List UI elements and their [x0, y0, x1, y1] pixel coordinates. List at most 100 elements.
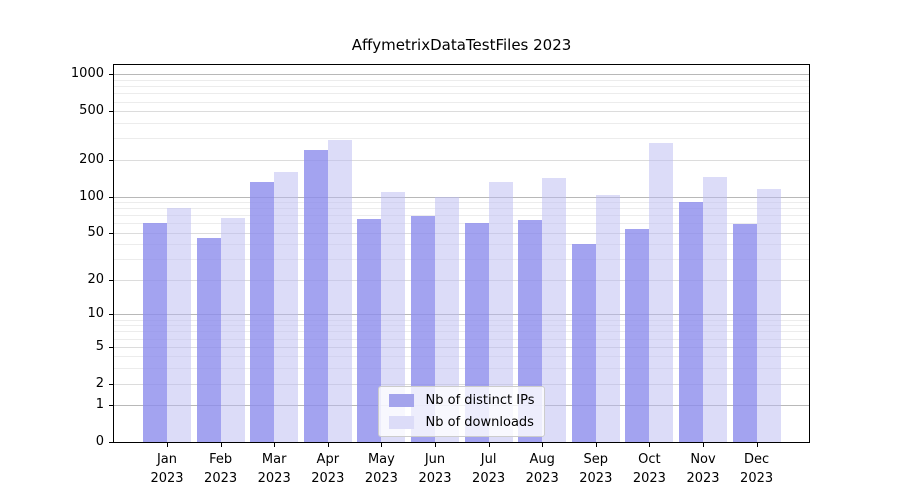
- y-gridline-minor: [114, 93, 809, 95]
- x-tick-month: Nov: [690, 452, 716, 467]
- y-tick-label-10: 10: [87, 306, 104, 322]
- x-tick-label-mar: Mar 2023: [244, 450, 304, 488]
- y-tick-100: [109, 196, 113, 198]
- y-tick-label-200: 200: [79, 151, 104, 167]
- y-gridline-minor: [114, 259, 809, 261]
- y-gridline-50: [114, 232, 809, 234]
- legend-swatch-downloads: [388, 416, 414, 429]
- x-tick-label-aug: Aug 2023: [512, 450, 572, 488]
- x-tick-label-jan: Jan 2023: [137, 450, 197, 488]
- y-tick-label-20: 20: [87, 272, 104, 287]
- x-tick-month: Jul: [480, 452, 497, 467]
- bar-distinct-ips-dec: [732, 224, 757, 442]
- y-gridline-minor: [114, 368, 809, 370]
- y-tick-500: [109, 111, 113, 113]
- x-tick-label-feb: Feb 2023: [191, 450, 251, 488]
- x-tick-year: 2023: [257, 471, 291, 486]
- legend-label-downloads: Nb of downloads: [425, 415, 534, 430]
- x-tick-may: [381, 443, 383, 447]
- y-tick-label-2: 2: [95, 375, 104, 391]
- y-tick-label-50: 50: [87, 224, 104, 240]
- y-gridline-minor: [114, 331, 809, 333]
- bar-distinct-ips-oct: [625, 228, 650, 442]
- y-gridline-minor: [114, 208, 809, 210]
- x-tick-month: May: [367, 452, 395, 467]
- x-tick-jul: [488, 443, 490, 447]
- y-gridline-100: [114, 196, 809, 198]
- x-tick-month: Feb: [209, 452, 233, 467]
- x-tick-month: Apr: [316, 452, 340, 467]
- y-gridline-minor: [114, 86, 809, 88]
- bar-distinct-ips-feb: [196, 238, 221, 442]
- x-tick-month: Mar: [261, 452, 287, 467]
- y-tick-20: [109, 280, 113, 281]
- y-tick-2: [109, 383, 113, 385]
- y-tick-1000: [109, 74, 113, 76]
- y-gridline-minor: [114, 356, 809, 358]
- bar-downloads-oct: [649, 143, 674, 442]
- x-tick-month: Sep: [583, 452, 609, 467]
- x-tick-oct: [649, 443, 651, 447]
- x-tick-month: Aug: [529, 452, 555, 467]
- y-gridline-minor: [114, 319, 809, 321]
- bar-downloads-feb: [220, 218, 245, 442]
- x-tick-feb: [220, 443, 222, 447]
- y-gridline-minor: [114, 138, 809, 140]
- y-tick-10: [109, 314, 113, 316]
- x-tick-label-jun: Jun 2023: [405, 450, 465, 488]
- bar-downloads-mar: [274, 172, 299, 442]
- x-tick-month: Oct: [638, 452, 661, 467]
- x-tick-nov: [703, 443, 704, 447]
- x-tick-year: 2023: [579, 471, 613, 486]
- y-tick-1: [109, 405, 113, 407]
- y-tick-label-500: 500: [79, 103, 104, 119]
- x-tick-label-oct: Oct 2023: [619, 450, 679, 488]
- x-tick-label-nov: Nov 2023: [673, 450, 733, 488]
- bar-downloads-dec: [756, 189, 781, 442]
- x-tick-month: Jan: [156, 452, 178, 467]
- y-gridline-minor: [114, 123, 809, 125]
- bar-downloads-jan: [167, 207, 191, 442]
- x-tick-year: 2023: [150, 471, 184, 486]
- bar-downloads-nov: [703, 176, 727, 442]
- x-tick-label-dec: Dec 2023: [727, 450, 787, 488]
- bar-downloads-sep: [595, 194, 620, 442]
- y-tick-5: [109, 346, 113, 348]
- bar-distinct-ips-jan: [143, 223, 167, 442]
- y-tick-50: [109, 232, 113, 234]
- plot-area: Nb of distinct IPs Nb of downloads: [113, 64, 810, 443]
- x-tick-sep: [595, 443, 597, 447]
- y-gridline-minor: [114, 202, 809, 203]
- y-gridline-10: [114, 314, 809, 316]
- y-gridline-minor: [114, 215, 809, 217]
- y-tick-label-100: 100: [79, 188, 104, 204]
- x-tick-dec: [756, 443, 758, 447]
- bar-distinct-ips-nov: [679, 202, 703, 442]
- y-tick-200: [109, 159, 113, 161]
- x-tick-mar: [274, 443, 276, 447]
- y-tick-label-1000: 1000: [70, 66, 104, 82]
- bar-downloads-apr: [327, 140, 352, 442]
- legend-item-distinct-ips: Nb of distinct IPs: [388, 393, 534, 408]
- bar-distinct-ips-mar: [250, 182, 275, 442]
- y-gridline-minor: [114, 325, 809, 327]
- y-tick-label-1: 1: [95, 397, 104, 413]
- legend: Nb of distinct IPs Nb of downloads: [377, 386, 546, 437]
- x-tick-year: 2023: [740, 471, 774, 486]
- y-gridline-20: [114, 280, 809, 281]
- chart-title: AffymetrixDataTestFiles 2023: [351, 36, 572, 54]
- x-tick-year: 2023: [311, 471, 345, 486]
- y-gridline-minor: [114, 244, 809, 246]
- x-tick-year: 2023: [525, 471, 559, 486]
- y-tick-label-0: 0: [95, 434, 104, 449]
- y-gridline-minor: [114, 338, 809, 340]
- y-gridline-5: [114, 346, 809, 348]
- bar-downloads-aug: [542, 178, 567, 442]
- legend-swatch-distinct-ips: [388, 394, 414, 407]
- x-tick-apr: [327, 443, 329, 447]
- y-tick-0: [109, 442, 113, 443]
- x-tick-year: 2023: [364, 471, 398, 486]
- y-gridline-minor: [114, 101, 809, 103]
- x-tick-year: 2023: [418, 471, 452, 486]
